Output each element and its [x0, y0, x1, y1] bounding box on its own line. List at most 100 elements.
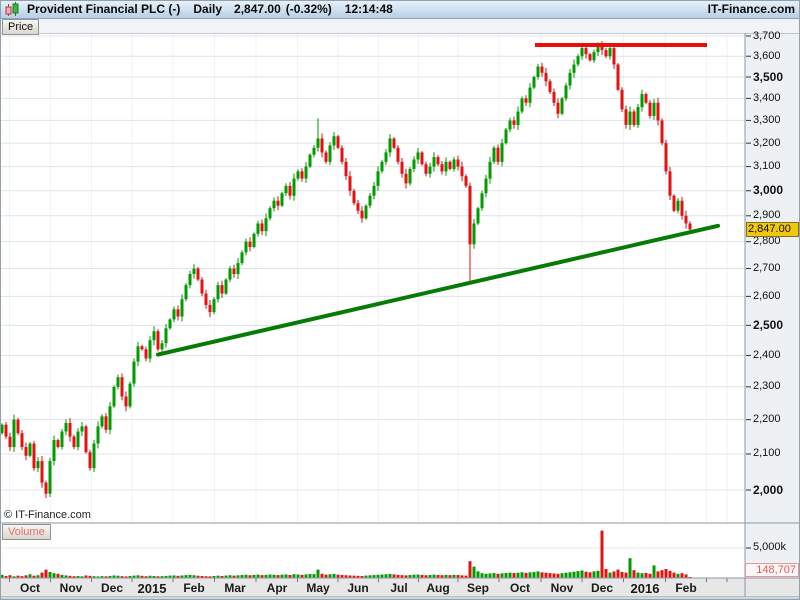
candle [584, 48, 588, 55]
candle [668, 171, 672, 196]
y-axis-label: 2,600 [753, 289, 781, 302]
volume-bar [272, 574, 276, 578]
candle [612, 48, 616, 65]
volume-bar [588, 572, 592, 578]
volume-bar [356, 575, 360, 578]
volume-bar [648, 573, 652, 578]
candle [488, 161, 492, 179]
volume-bar [476, 571, 480, 578]
volume-bar [392, 574, 396, 578]
volume-bar [636, 572, 640, 578]
candle [8, 436, 12, 447]
candle [620, 89, 624, 110]
candle [140, 346, 144, 350]
candle [376, 171, 380, 186]
candle [636, 107, 640, 125]
volume-bar [284, 574, 288, 578]
volume-plot-area[interactable] [0, 523, 745, 578]
candle [448, 161, 452, 169]
volume-bar [480, 573, 484, 578]
candle [528, 87, 532, 103]
volume-bar [116, 575, 120, 578]
volume-bar [156, 576, 160, 578]
volume-bar [192, 575, 196, 578]
candle [288, 185, 292, 196]
volume-bar [44, 569, 48, 578]
volume-bar [496, 573, 500, 578]
x-axis-month-label: Mar [224, 581, 246, 595]
volume-bar [652, 565, 656, 578]
volume-bar [52, 573, 56, 578]
volume-bar [396, 574, 400, 578]
y-axis-label: 2,300 [753, 380, 781, 393]
volume-bar [60, 574, 64, 578]
volume-bar [468, 561, 472, 578]
volume-bar [324, 574, 328, 578]
candle [40, 461, 44, 483]
candle [148, 340, 152, 359]
candle [440, 164, 444, 172]
candle [184, 285, 188, 300]
volume-bar [680, 573, 684, 578]
volume-bar [436, 574, 440, 578]
candle [556, 102, 560, 114]
candle [544, 72, 548, 82]
candle [80, 426, 84, 432]
volume-bar [340, 575, 344, 578]
volume-bar [204, 576, 208, 578]
volume-bar [108, 575, 112, 578]
candle [360, 210, 364, 219]
candle [572, 64, 576, 73]
candle [192, 268, 196, 275]
volume-bar [240, 575, 244, 578]
candle [392, 138, 396, 148]
candle [580, 48, 584, 57]
price-plot-area[interactable] [0, 33, 745, 523]
candle [144, 349, 148, 359]
volume-bar [504, 572, 508, 578]
tab-volume[interactable]: Volume [2, 524, 51, 540]
candle [628, 111, 632, 125]
volume-bar [244, 574, 248, 578]
volume-bar [332, 573, 336, 578]
candle [236, 263, 240, 275]
candle [500, 143, 504, 162]
candle [388, 138, 392, 153]
support-trendline[interactable] [156, 223, 720, 357]
volume-bar [540, 572, 544, 578]
candle [300, 171, 304, 179]
candle [280, 193, 284, 206]
candle [88, 452, 92, 469]
candle [36, 461, 40, 469]
candle [244, 241, 248, 253]
x-axis-month-label: Aug [426, 581, 450, 595]
volume-bar [172, 575, 176, 578]
candle [172, 309, 176, 320]
candle [164, 328, 168, 344]
tab-price[interactable]: Price [2, 19, 40, 35]
x-axis-month-label: Apr [266, 581, 288, 595]
candle [116, 377, 120, 387]
candle [216, 285, 220, 300]
candle [320, 138, 324, 153]
candle [344, 161, 348, 177]
candle [640, 94, 644, 108]
volume-bar [668, 570, 672, 578]
x-axis-month-label: Feb [183, 581, 205, 595]
x-axis-month-label: Dec [590, 581, 614, 595]
candle [588, 54, 592, 61]
candle [176, 309, 180, 317]
volume-bar [100, 576, 104, 578]
candle [384, 152, 388, 162]
volume-bar [572, 571, 576, 578]
volume-bar [56, 573, 60, 578]
candle [348, 176, 352, 191]
y-axis-label: 2,800 [753, 235, 781, 248]
volume-bar [612, 571, 616, 578]
volume-bar [348, 575, 352, 578]
volume-axis-tick-label: 5,000k [753, 541, 787, 553]
volume-bar [24, 575, 28, 578]
volume-bar [488, 573, 492, 578]
volume-bar [560, 573, 564, 578]
